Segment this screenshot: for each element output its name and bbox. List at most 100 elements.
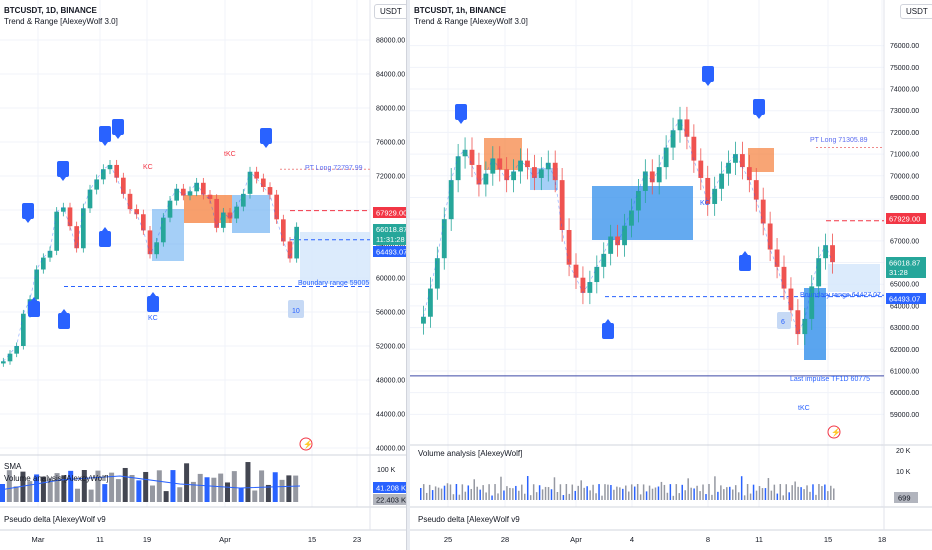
right-time-axis: 25 28 Apr 4 8 11 15 18 — [444, 535, 886, 544]
candle-body — [608, 236, 614, 254]
volume-bar — [443, 485, 446, 500]
left-indicator-title[interactable]: Trend & Range [AlexeyWolf 3.0] — [4, 17, 118, 26]
left-kc-label: KC — [143, 164, 153, 171]
volume-bar — [54, 473, 60, 502]
time-tick-label: 18 — [878, 535, 886, 544]
wave-marker-icon[interactable] — [28, 301, 40, 317]
wave-marker-icon[interactable] — [58, 313, 70, 329]
wave-marker-icon[interactable] — [99, 231, 111, 247]
volume-bar — [749, 493, 752, 500]
candle-body — [247, 171, 253, 194]
volume-bar — [428, 484, 431, 500]
price-tick-label: 60000.00 — [890, 390, 919, 397]
price-tick-label: 60000.00 — [376, 276, 405, 283]
candle-body — [781, 266, 787, 289]
price-tick-label: 48000.00 — [376, 378, 405, 385]
volume-bar — [184, 463, 190, 502]
volume-bar — [476, 486, 478, 500]
price-tick-label: 80000.00 — [376, 106, 405, 113]
candle-body — [601, 253, 607, 267]
candle-body — [214, 198, 219, 228]
left-currency-button[interactable]: USDT — [374, 4, 406, 19]
price-tick-label: 40000.00 — [376, 446, 405, 453]
volume-bar — [562, 495, 565, 500]
right-boundary-label: Boundary range 64427.07 — [800, 292, 881, 299]
volume-bar — [102, 484, 108, 502]
wave-marker-icon[interactable] — [147, 296, 159, 312]
volume-bar — [711, 494, 713, 500]
candle-body — [421, 316, 426, 324]
left-volume-label[interactable]: Volume analysis [AlexeyWolf] — [4, 474, 108, 483]
candle-body — [34, 269, 39, 300]
volume-bar — [488, 484, 490, 500]
price-tick-label: 73000.00 — [890, 108, 919, 115]
left-price-badge-last — [373, 224, 406, 245]
volume-bar — [773, 484, 776, 500]
wave-marker-icon[interactable] — [739, 255, 751, 271]
price-tick-label: 61000.00 — [890, 368, 919, 375]
volume-bar — [440, 488, 443, 500]
wave-marker-icon[interactable] — [99, 126, 111, 142]
right-chart-pane[interactable]: BTCUSDT, 1h, BINANCE Trend & Range [Alex… — [410, 0, 932, 550]
candle-body — [511, 171, 517, 181]
candle-body — [201, 182, 206, 195]
candle-body — [587, 282, 593, 293]
right-volume-label[interactable]: Volume analysis [AlexeyWolf] — [418, 449, 522, 458]
candle-body — [287, 241, 293, 259]
wave-marker-icon[interactable] — [112, 119, 124, 135]
volume-bar — [509, 487, 511, 500]
volume-bar — [265, 484, 271, 502]
wave-marker-icon[interactable] — [260, 128, 272, 144]
volume-bar — [586, 486, 588, 500]
price-tick-label: 69000.00 — [890, 195, 919, 202]
left-vol-badge-1 — [373, 482, 406, 493]
candle-body — [47, 250, 53, 258]
volume-bar — [556, 492, 559, 500]
candle-body — [434, 258, 440, 289]
candle-body — [74, 226, 79, 249]
left-chart-canvas[interactable]: 40000.00 44000.00 48000.00 52000.00 56000.00… — [0, 0, 406, 550]
wave-marker-icon[interactable] — [455, 104, 467, 120]
price-tick-label: 71000.00 — [890, 152, 919, 159]
volume-bar — [458, 494, 461, 500]
candle-body — [241, 193, 246, 207]
left-delta-label[interactable]: Pseudo delta [AlexeyWolf v9 — [4, 515, 106, 524]
wave-marker-icon[interactable] — [602, 323, 614, 339]
candle-body — [830, 245, 835, 263]
wave-marker-icon[interactable] — [57, 161, 69, 177]
volume-bar — [693, 488, 695, 500]
right-delta-label[interactable]: Pseudo delta [AlexeyWolf v9 — [418, 515, 520, 524]
volume-bar — [648, 485, 651, 500]
price-tick-label: 52000.00 — [376, 344, 405, 351]
left-sma-label[interactable]: SMA — [4, 462, 22, 471]
wave-marker-icon[interactable] — [753, 99, 765, 115]
svg-text:⚡: ⚡ — [303, 439, 313, 449]
candle-body — [281, 219, 286, 242]
volume-bar — [779, 484, 782, 500]
candle-body — [167, 200, 173, 218]
wave-marker-icon[interactable] — [22, 203, 34, 219]
left-symbol-title[interactable]: BTCUSDT, 1D, BINANCE — [4, 6, 97, 15]
left-lightning-icon[interactable] — [299, 437, 313, 451]
volume-bar — [708, 484, 710, 500]
volume-bar — [702, 484, 704, 500]
volume-bar — [675, 484, 678, 500]
right-grid — [410, 0, 884, 507]
volume-bar — [231, 471, 237, 502]
volume-bar — [660, 481, 663, 500]
price-tick-label: 76000.00 — [890, 43, 919, 50]
left-chart-pane[interactable]: BTCUSDT, 1D, BINANCE Trend & Range [Alex… — [0, 0, 407, 550]
right-indicator-title[interactable]: Trend & Range [AlexeyWolf 3.0] — [414, 17, 528, 26]
candle-body — [739, 154, 745, 168]
volume-bar — [812, 484, 814, 500]
right-symbol-title[interactable]: BTCUSDT, 1h, BINANCE — [414, 6, 507, 15]
volume-bar — [547, 487, 550, 500]
wave-marker-icon[interactable] — [702, 66, 714, 82]
right-chart-canvas[interactable]: 59000.00 60000.00 61000.00 62000.00 63000.00… — [410, 0, 932, 550]
right-currency-button[interactable]: USDT — [900, 4, 932, 19]
right-lightning-icon[interactable] — [827, 425, 841, 439]
candle-body — [254, 171, 259, 179]
volume-bar — [470, 488, 473, 500]
price-tick-label: 64000.00 — [890, 303, 919, 310]
candle-body — [760, 199, 766, 224]
